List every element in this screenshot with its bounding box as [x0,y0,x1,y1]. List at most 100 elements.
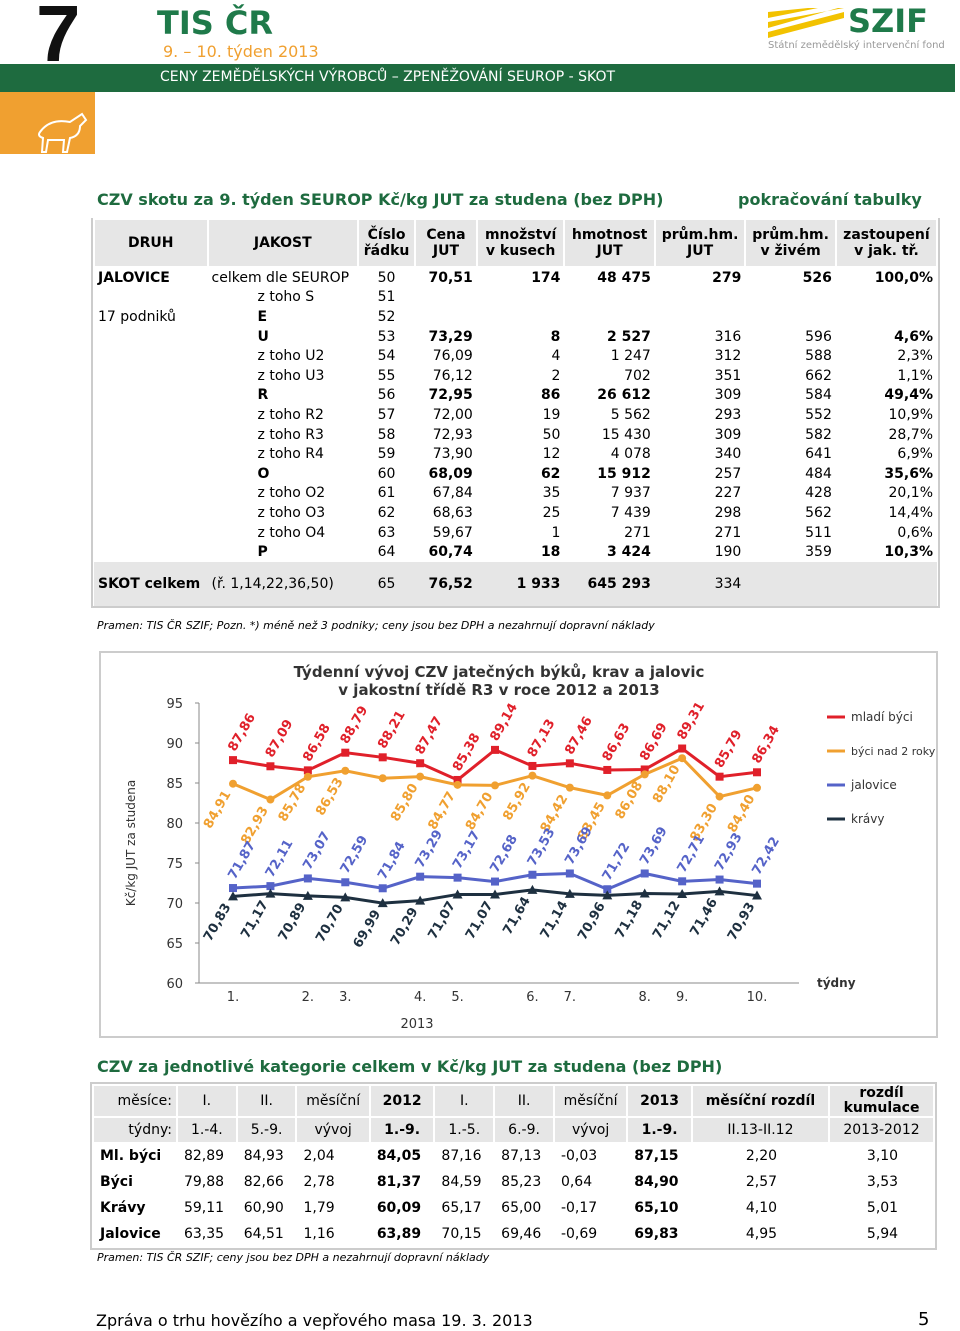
subtitle: CENY ZEMĚDĚLSKÝCH VÝROBCŮ – ZPENĚŽOVÁNÍ … [160,69,616,85]
cow-icon [0,92,95,154]
chart-frame [99,651,938,1038]
cell: 60,90 [235,1194,298,1222]
footer-text: Zpráva o trhu hovězího a vepřového masa … [96,1311,533,1330]
table-row: z toho R4 59 73,90 12 4 078 340 641 6,9% [94,444,937,464]
header-row: měsíce: I. II. měsíční 2012 I. II. měsíční 2013 m… [92,1084,935,1118]
cell [94,503,208,523]
cell: z toho R2 [207,405,358,425]
cell: 2 527 [564,326,655,347]
marker [715,792,724,801]
cell: 3 424 [564,542,655,562]
cell: 1 247 [564,346,655,366]
cell: 57 [357,405,416,425]
marker [452,889,463,899]
marker [677,889,688,899]
cell: 86 [476,385,565,406]
cell: 2,20 [690,1142,831,1170]
cell: 334 [654,561,746,606]
x-tick-label: 10. [747,990,768,1005]
cell: 28,7% [835,424,937,445]
x-tick-label: 3. [339,990,351,1005]
header: 7 TIS ČR 9. – 10. týden 2013 SZIF Státní… [0,0,960,78]
marker [377,898,388,908]
cell: 662 [745,365,836,386]
cell: SKOT celkem [94,561,208,606]
marker [378,753,387,762]
cell: 65,17 [433,1194,496,1222]
header-cell: vývoj [295,1116,371,1144]
cell: 0,64 [552,1168,629,1196]
marker [303,874,312,883]
cell [476,287,565,308]
cell: 73,90 [415,444,477,464]
cell: 81,37 [368,1168,436,1196]
cell: 227 [654,483,746,504]
cell: 56 [357,385,416,406]
source2: Pramen: TIS ČR SZIF; ceny jsou bez DPH a… [97,1251,490,1264]
cell: 271 [564,522,655,543]
header-cell: II. [493,1084,555,1118]
cell: 49,4% [835,385,937,406]
table-row: U 53 73,29 8 2 527 316 596 4,6% [94,326,937,347]
cell: 84,05 [368,1142,436,1170]
cell: 82,66 [235,1168,298,1196]
cell: 100,0% [835,267,937,288]
cell: 35 [476,483,565,504]
table1-title: CZV skotu za 9. týden SEUROP Kč/kg JUT z… [97,190,664,209]
table1-title-right: pokračování tabulky [738,190,922,209]
table-row: z toho O3 62 68,63 25 7 439 298 562 14,4% [94,503,937,523]
table2: měsíce: I. II. měsíční 2012 I. II. měsíční 2013 m… [92,1084,935,1248]
cell: Býci [92,1168,178,1196]
marker [490,889,500,899]
cell: 72,93 [415,424,477,445]
header-row: týdny: 1.-4. 5.-9. vývoj 1.-9. 1.-5. 6.-9. vývo… [92,1116,935,1144]
marker [229,756,237,765]
header-cell: 6.-9. [493,1116,555,1144]
column-header: prům.hm. JUT [653,218,747,268]
cell: 53 [357,326,416,347]
header-cell: rozdíl kumulace [828,1084,935,1118]
header-row: DRUH JAKOST Číslo řádku Cena JUT množství v … [93,218,939,268]
cell: 1,79 [295,1194,371,1222]
cell: 51 [357,287,416,308]
cell: 351 [654,365,746,386]
cell: 584 [745,385,836,406]
cell: 69,46 [493,1220,555,1248]
cell: 174 [476,267,565,288]
cell: 1,16 [295,1220,371,1248]
cell: R [207,385,358,406]
cell: P [207,542,358,562]
cell: 48 475 [564,267,655,288]
header-cell: 1.-9. [368,1116,436,1144]
cell [835,561,937,606]
cell [94,385,208,406]
marker [266,762,275,771]
cell: 73,29 [415,326,477,347]
marker [678,877,687,886]
header-cell: II.13-II.12 [690,1116,831,1144]
cell: 87,16 [433,1142,496,1170]
cell: 26 612 [564,385,655,406]
marker [528,761,537,770]
table-row: z toho O4 63 59,67 1 271 271 511 0,6% [94,522,937,543]
cell [745,307,836,327]
table-row: JALOVICE celkem dle SEUROP 50 70,51 174 48 47… [94,267,937,288]
column-header: hmotnost JUT [563,218,656,268]
x-tick-label: 7. [564,990,576,1005]
marker [564,888,575,898]
marker [453,780,462,789]
cell: 65,10 [626,1194,693,1222]
cell: 309 [654,385,746,406]
x-tick-label: 4. [414,990,426,1005]
cell: 5,01 [828,1194,935,1222]
header-cell: měsíce: [92,1084,178,1118]
cell: 68,09 [415,463,477,484]
title-bar [0,64,955,92]
table-row: z toho S 51 [94,287,937,308]
cell: 84,59 [433,1168,496,1196]
cell: 1 [476,522,565,543]
legend-label: býci nad 2 roky [851,745,936,758]
marker [752,890,762,900]
cell: 3,10 [828,1142,935,1170]
